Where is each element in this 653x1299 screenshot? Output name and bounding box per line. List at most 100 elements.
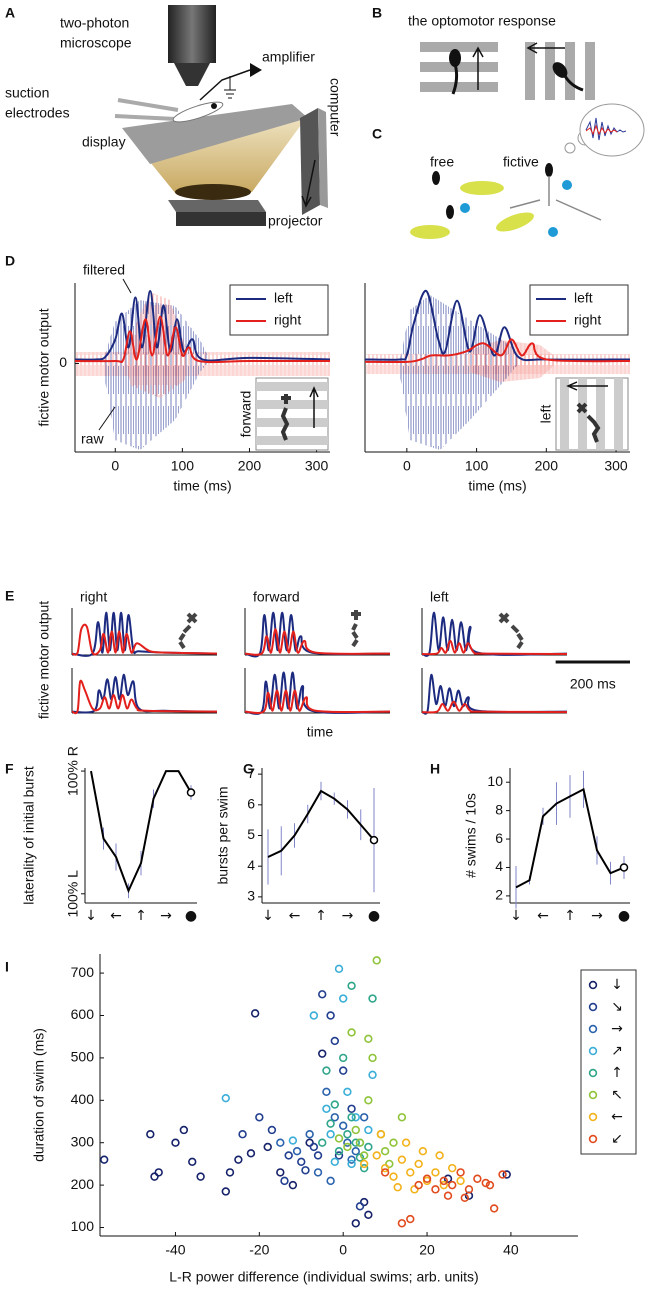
point: [330, 1113, 340, 1122]
stripe: [585, 42, 595, 100]
display: [122, 104, 308, 164]
annotation-leader: [122, 278, 132, 294]
y-tick-label: 100: [71, 1218, 95, 1234]
point: [276, 1168, 285, 1177]
point: [351, 1125, 360, 1135]
point: [154, 1168, 163, 1177]
point: [380, 1163, 390, 1173]
annotation: raw: [81, 431, 104, 447]
label: free: [430, 154, 454, 170]
trace: [244, 671, 391, 715]
point: [443, 1191, 453, 1200]
y-tick-label: 2: [495, 887, 503, 903]
legend-swatch: [588, 980, 598, 990]
point: [372, 956, 381, 965]
stripe: [420, 42, 498, 52]
point: [359, 1197, 369, 1207]
point: [351, 1138, 360, 1147]
raw-left: [400, 295, 520, 450]
x-tick-label: 100: [171, 458, 195, 474]
x-tick-label: ●: [618, 908, 630, 924]
point: [343, 1138, 352, 1147]
stripe: [565, 42, 575, 100]
point: [460, 1193, 469, 1203]
point: [255, 1113, 264, 1122]
trace-icon: [585, 124, 618, 136]
point: [267, 1125, 277, 1135]
y-tick-label: 7: [247, 765, 255, 781]
point: [401, 1138, 411, 1147]
point: [338, 1053, 348, 1063]
point: [150, 1172, 159, 1181]
inset-arrow: [309, 386, 319, 428]
projector-lens: [175, 184, 251, 200]
line: [90, 770, 192, 894]
point: [498, 1170, 507, 1179]
y-tick-label: 100% L: [65, 870, 81, 918]
point: [489, 1204, 499, 1213]
point: [418, 1146, 428, 1156]
x-tick-label: 300: [604, 458, 628, 474]
swim-icon: [351, 610, 361, 648]
point: [322, 1087, 331, 1097]
point: [99, 1155, 109, 1164]
point: [284, 1151, 293, 1160]
legend-label: ↗: [611, 1043, 623, 1059]
point: [443, 1174, 453, 1183]
x-tick-label: ↓: [85, 908, 97, 924]
x-tick-label: 0: [339, 1242, 347, 1258]
point: [368, 1053, 377, 1063]
point: [414, 1159, 423, 1169]
label: microscope: [60, 35, 132, 51]
panel-label: A: [5, 5, 15, 21]
point: [263, 1142, 272, 1152]
motion-arrow: [472, 46, 484, 90]
legend-label: left: [574, 290, 593, 306]
larva: [172, 101, 224, 123]
trace: [71, 673, 218, 714]
dot: [562, 180, 572, 190]
point: [372, 1151, 381, 1160]
legend-swatch: [588, 1002, 598, 1012]
point: [322, 1104, 331, 1113]
point: [364, 1210, 373, 1219]
motion-arrow: [526, 42, 565, 54]
point: [448, 1163, 457, 1173]
x-tick-label: →: [591, 908, 603, 924]
y-tick-label: 5: [247, 826, 255, 842]
label: display: [82, 134, 126, 150]
swim-icon: [498, 612, 524, 650]
inset-stripe: [596, 378, 605, 450]
point: [288, 1180, 298, 1190]
point: [326, 1011, 335, 1020]
legend-label: ↙: [611, 1131, 623, 1147]
point: [473, 1174, 482, 1183]
x-axis-label: time (ms): [468, 478, 526, 494]
legend-label: ↖: [611, 1087, 623, 1103]
fish: [545, 163, 553, 177]
point: [330, 1157, 340, 1166]
point: [221, 1187, 230, 1196]
legend-label: left: [274, 290, 293, 306]
point: [364, 1125, 373, 1135]
point: [250, 1009, 260, 1018]
electrode: [114, 114, 177, 121]
panel-label: H: [430, 761, 440, 777]
legend-swatch: [588, 1090, 598, 1100]
point: [397, 1155, 407, 1164]
y-tick-label: 6: [495, 830, 503, 846]
stimulus-patch: [410, 225, 450, 239]
legend-label: ↓: [611, 977, 623, 993]
x-tick-label: ↓: [262, 908, 274, 924]
point: [380, 1168, 390, 1177]
legend-swatch: [588, 1046, 598, 1056]
legend-swatch: [588, 1024, 598, 1034]
label: electrodes: [5, 105, 70, 121]
setup-illustration: [114, 5, 328, 226]
point: [305, 1130, 314, 1139]
panel-label: F: [5, 761, 14, 777]
signal-arrow: [301, 159, 316, 208]
point: [355, 1202, 365, 1211]
y-tick-label: 0: [59, 354, 67, 370]
